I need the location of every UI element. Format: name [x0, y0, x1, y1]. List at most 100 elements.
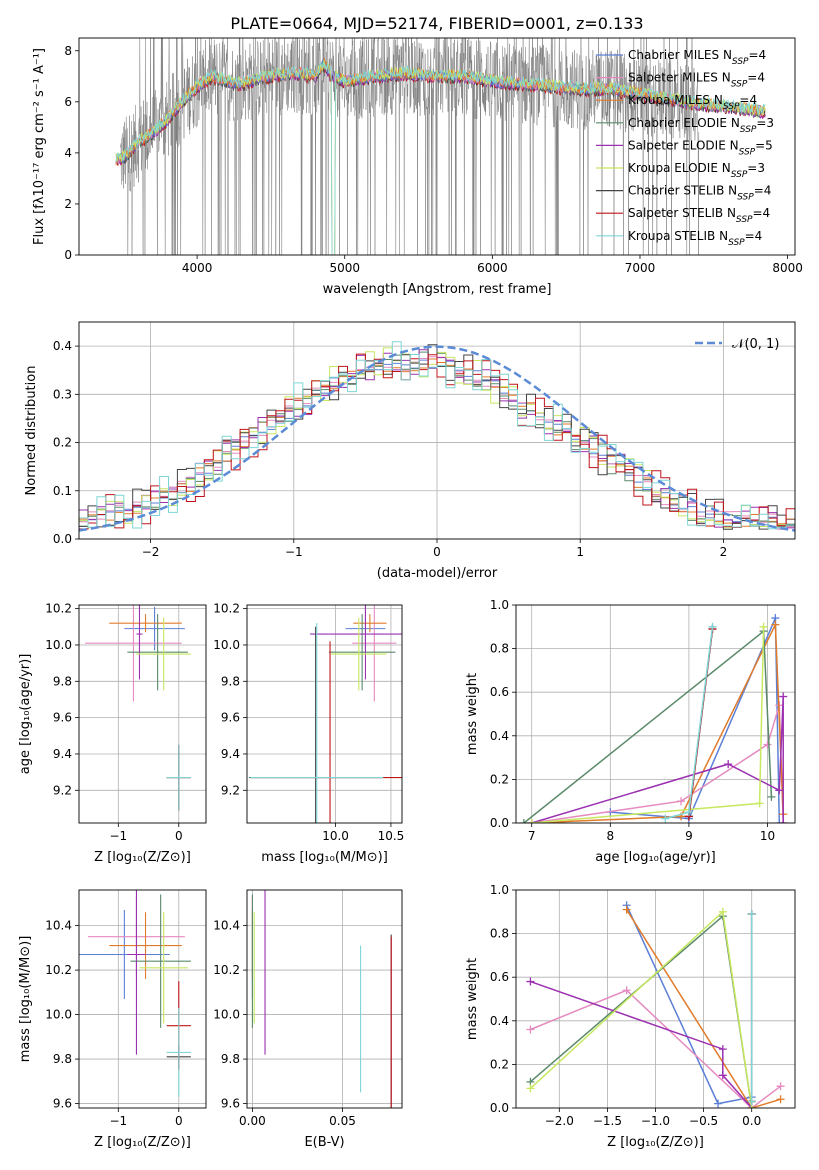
- y-tick-label: 10.2: [213, 602, 240, 616]
- weight-marker: [779, 819, 788, 823]
- legend-entry: Chabrier ELODIE NSSP=3: [628, 116, 774, 135]
- y-tick-label: 2: [64, 197, 72, 211]
- legend-entry: Salpeter STELIB NSSP=4: [628, 206, 770, 225]
- weight-marker: [759, 622, 768, 631]
- x-axis-label: Z [log₁₀(Z/Z⊙)]: [94, 1135, 191, 1150]
- x-tick-label: 0.05: [329, 1114, 356, 1128]
- weight-marker: [718, 1071, 727, 1080]
- y-tick-label: 0.8: [490, 642, 509, 656]
- weight-line-chabrier-miles: [610, 617, 781, 823]
- weight-marker: [775, 786, 784, 795]
- weight-marker: [776, 1082, 785, 1091]
- weight-marker: [684, 808, 693, 817]
- y-tick-label: 0.1: [53, 484, 72, 498]
- weight-marker: [526, 977, 535, 986]
- age_vs_mass-plot-area: [247, 605, 402, 823]
- x-tick-label: 0: [175, 829, 183, 843]
- y-tick-label: 6: [64, 95, 72, 109]
- spectrum-panel: 4000 5000 6000 7000 8000 0 2 4 6 8 wavelength [Ang…: [32, 37, 803, 297]
- y-tick-label: 0.0: [53, 532, 72, 546]
- mass_vs_Z-frame: [78, 889, 207, 1109]
- weight-line-salpeter-miles: [530, 989, 782, 1108]
- age_vs_mass-frame: [246, 604, 403, 824]
- residuals-plot-area: [79, 322, 795, 539]
- x-tick-label: 10.5: [378, 829, 405, 843]
- y-tick-label: 9.4: [53, 747, 72, 761]
- x-tick-label: 0.0: [742, 1114, 761, 1128]
- legend-entry: Salpeter MILES NSSP=4: [628, 71, 765, 90]
- x-tick-label: 7000: [625, 261, 656, 275]
- y-tick-label: 10.0: [45, 638, 72, 652]
- spectrum-frame: [78, 37, 796, 256]
- mass_vs_Z-plot-area: [79, 890, 206, 1108]
- y-tick-label: 9.8: [221, 674, 240, 688]
- y-tick-label: 9.2: [221, 783, 240, 797]
- y-tick-label: 10.2: [45, 602, 72, 616]
- weight-marker: [526, 1084, 535, 1093]
- massweight_vs_age-plot-area: [516, 605, 795, 823]
- age_vs_Z-frame: [78, 604, 207, 824]
- x-tick-label: 2: [720, 545, 728, 559]
- y-tick-label: 8: [64, 44, 72, 58]
- massweight_vs_age-panel: 7 8 9 10 0.0 0.2 0.4 0.6 0.8 1.0 age [log₁₀(age/yr…: [465, 598, 796, 865]
- y-tick-label: 10.4: [213, 919, 240, 933]
- weight-marker: [763, 740, 772, 749]
- x-tick-label: 7: [528, 829, 536, 843]
- spectrum-plot-area: [115, 38, 766, 255]
- weight-marker: [677, 797, 686, 806]
- weight-marker: [718, 907, 727, 916]
- age_vs_mass-panel: 10.0 10.5 9.2 9.4 9.6 9.8 10.0 10.2 mass [log₁₀(…: [213, 602, 405, 865]
- y-tick-label: 10.0: [45, 1008, 72, 1022]
- legend-entry: Chabrier STELIB NSSP=4: [628, 184, 771, 203]
- y-tick-label: 0.2: [490, 772, 509, 786]
- residuals-frame: [78, 321, 796, 540]
- legend-entry: Kroupa ELODIE NSSP=3: [628, 161, 765, 180]
- y-tick-label: 0.4: [490, 1014, 509, 1028]
- y-axis-label: mass weight: [465, 958, 480, 1040]
- x-tick-label: −1: [109, 829, 127, 843]
- x-tick-label: 10: [760, 829, 775, 843]
- y-tick-label: 0.3: [53, 387, 72, 401]
- y-tick-label: 4: [64, 146, 72, 160]
- y-tick-label: 0.8: [490, 927, 509, 941]
- x-axis-label: Z [log₁₀(Z/Z⊙)]: [607, 1135, 704, 1150]
- x-axis-label: E(B-V): [304, 1135, 344, 1150]
- spectrum-legend: Chabrier MILES NSSP=4 Salpeter MILES NSSP…: [596, 48, 774, 248]
- massweight_vs_Z-plot-area: [516, 890, 795, 1108]
- weight-marker: [755, 799, 764, 808]
- y-tick-label: 1.0: [490, 598, 509, 612]
- x-tick-label: 1: [576, 545, 584, 559]
- age_vs_Z-plot-area: [79, 605, 206, 823]
- y-tick-label: 9.8: [53, 1052, 72, 1066]
- weight-marker: [776, 1095, 785, 1104]
- weight-line-kroupa-miles: [625, 909, 781, 1108]
- y-tick-label: 10.0: [213, 1008, 240, 1022]
- x-tick-label: −0.5: [689, 1114, 718, 1128]
- mass_vs_ebv-plot-area: [247, 890, 402, 1108]
- massweight_vs_Z-panel: −2.0 −1.5 −1.0 −0.5 0.0 0.0 0.2 0.4 0.6 0.8 1.0 Z […: [465, 883, 796, 1150]
- x-tick-label: 9: [685, 829, 693, 843]
- x-tick-label: −2.0: [545, 1114, 574, 1128]
- x-tick-label: 0: [175, 1114, 183, 1128]
- y-tick-label: 9.6: [221, 711, 240, 725]
- weight-marker: [708, 622, 717, 631]
- model-spectrum-kroupa-elodie: [115, 59, 766, 255]
- mass_vs_ebv-frame: [246, 889, 403, 1109]
- weight-marker: [714, 1099, 723, 1108]
- x-tick-label: 0.00: [239, 1114, 266, 1128]
- y-tick-label: 1.0: [490, 883, 509, 897]
- x-tick-label: −2: [142, 545, 160, 559]
- mass_vs_Z-panel: −1 0 9.6 9.8 10.0 10.2 10.4 Z [log₁₀(Z/Z⊙)] mass…: [18, 889, 207, 1150]
- legend-entry: Chabrier MILES NSSP=4: [628, 48, 766, 67]
- x-tick-label: 10.0: [322, 829, 349, 843]
- x-tick-label: −1.5: [593, 1114, 622, 1128]
- x-tick-label: 6000: [477, 261, 508, 275]
- x-tick-label: 8000: [772, 261, 803, 275]
- weight-marker: [622, 905, 631, 914]
- y-axis-label: mass [log₁₀(M/M⊙)]: [18, 936, 33, 1063]
- residuals-panel: −2 −1 0 1 2 0.0 0.1 0.2 0.3 0.4 (data-model)/error…: [24, 321, 796, 581]
- legend-entry: Kroupa MILES NSSP=4: [628, 93, 757, 112]
- y-tick-label: 10.2: [45, 963, 72, 977]
- y-tick-label: 0: [64, 248, 72, 262]
